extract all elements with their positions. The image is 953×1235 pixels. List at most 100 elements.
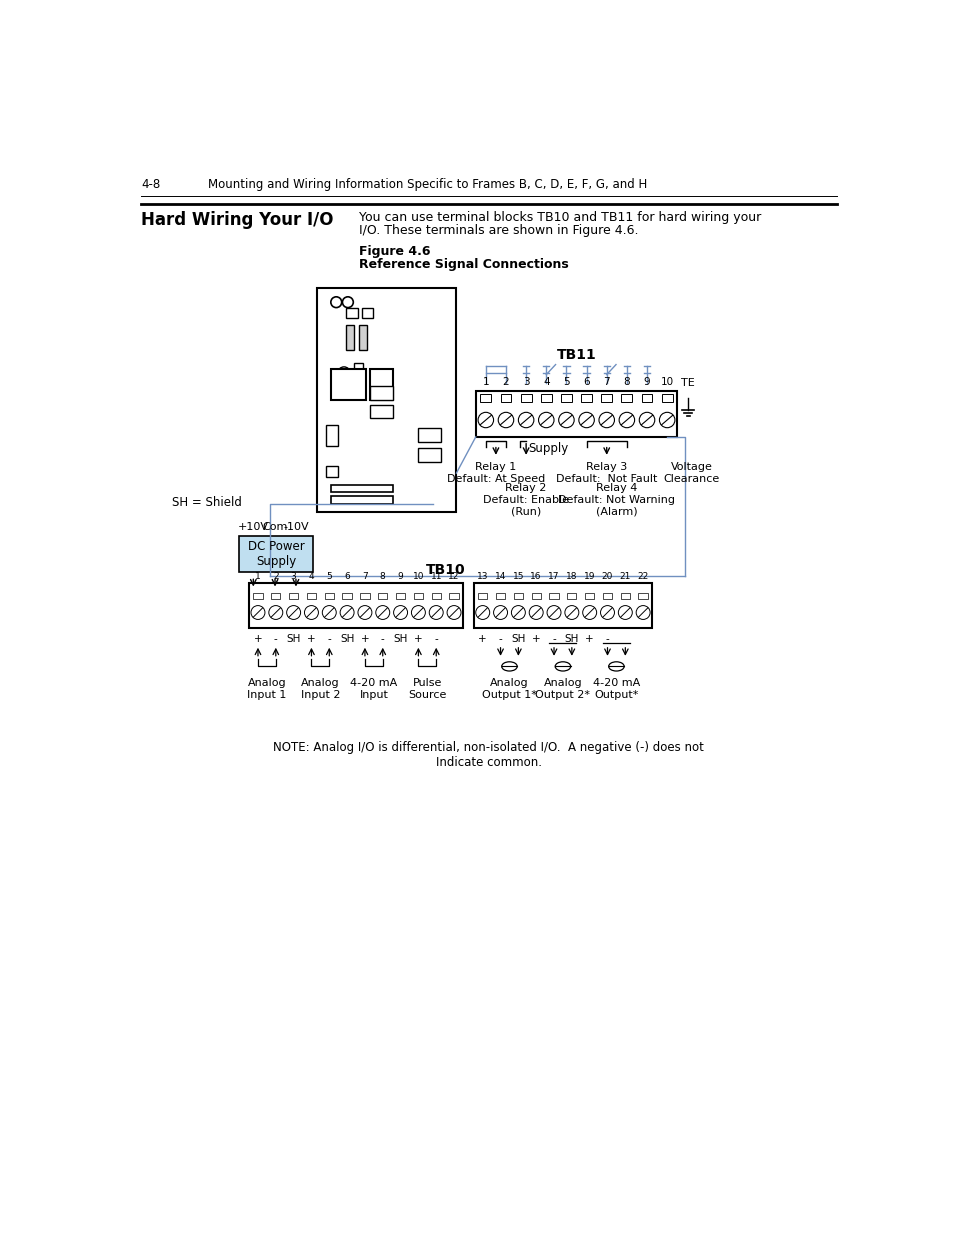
Text: +: + (253, 634, 262, 645)
Text: 10: 10 (659, 377, 673, 387)
Text: 20: 20 (601, 572, 613, 580)
Bar (580, 394, 592, 401)
Bar (395, 593, 405, 599)
Text: 9: 9 (643, 377, 650, 387)
Text: You can use terminal blocks TB10 and TB11 for hard wiring your: You can use terminal blocks TB10 and TB1… (359, 211, 760, 225)
Text: 19: 19 (583, 572, 595, 580)
Bar (500, 394, 511, 401)
Bar (369, 369, 393, 400)
Text: 11: 11 (430, 572, 441, 580)
Circle shape (497, 412, 513, 427)
Bar (496, 593, 505, 599)
Text: 15: 15 (512, 572, 523, 580)
Circle shape (286, 605, 300, 620)
Circle shape (618, 605, 632, 620)
Text: Analog
Output 1*: Analog Output 1* (481, 678, 537, 699)
Text: 1: 1 (482, 377, 489, 387)
Circle shape (618, 412, 634, 427)
Ellipse shape (501, 662, 517, 671)
Text: 4-20 mA
Input: 4-20 mA Input (350, 678, 397, 699)
Text: SH = Shield: SH = Shield (172, 496, 241, 509)
Text: Analog
Input 2: Analog Input 2 (300, 678, 340, 699)
Bar (342, 593, 352, 599)
Text: Reference Signal Connections: Reference Signal Connections (359, 258, 569, 272)
Text: 8: 8 (379, 572, 385, 580)
Bar (271, 593, 280, 599)
Circle shape (304, 605, 318, 620)
Text: +: + (360, 634, 369, 645)
Text: +: + (477, 634, 487, 645)
Text: 4-8: 4-8 (141, 178, 160, 190)
Circle shape (537, 412, 554, 427)
Circle shape (493, 605, 507, 620)
Ellipse shape (555, 662, 570, 671)
Text: Voltage
Clearance: Voltage Clearance (663, 462, 720, 484)
Text: -10V: -10V (283, 521, 309, 531)
Text: 21: 21 (619, 572, 630, 580)
Bar (239, 536, 313, 573)
Bar (476, 390, 677, 437)
Circle shape (331, 296, 341, 308)
Text: TE: TE (680, 378, 694, 389)
Bar (331, 484, 393, 493)
Text: -: - (327, 634, 331, 645)
Circle shape (476, 605, 489, 620)
Text: 12: 12 (448, 572, 459, 580)
Bar (431, 593, 440, 599)
Bar (253, 593, 262, 599)
Text: Figure 4.6: Figure 4.6 (359, 246, 431, 258)
Bar (417, 429, 440, 442)
Bar (513, 593, 522, 599)
Circle shape (322, 605, 335, 620)
Bar (414, 593, 422, 599)
Circle shape (340, 605, 354, 620)
Text: 2: 2 (273, 572, 278, 580)
Circle shape (599, 605, 614, 620)
Text: 8: 8 (623, 377, 630, 387)
Circle shape (517, 412, 534, 427)
Bar (369, 387, 393, 400)
Bar (638, 593, 647, 599)
Text: -: - (274, 634, 277, 645)
Text: +: + (585, 634, 594, 645)
Text: -: - (498, 634, 502, 645)
Circle shape (342, 296, 353, 308)
Circle shape (529, 605, 542, 620)
Text: 2: 2 (502, 377, 509, 387)
Text: +10V: +10V (237, 521, 269, 531)
Circle shape (357, 605, 372, 620)
Text: 5: 5 (326, 572, 332, 580)
Bar (326, 466, 337, 477)
Circle shape (598, 412, 614, 427)
Text: SH: SH (393, 634, 407, 645)
Circle shape (546, 605, 560, 620)
Bar (326, 425, 337, 446)
Bar (316, 288, 456, 511)
Text: -: - (434, 634, 437, 645)
Circle shape (558, 412, 574, 427)
Bar (346, 309, 357, 317)
Bar (331, 496, 393, 504)
Circle shape (636, 605, 649, 620)
Text: +: + (307, 634, 315, 645)
Circle shape (269, 605, 282, 620)
Text: Hard Wiring Your I/O: Hard Wiring Your I/O (141, 211, 334, 230)
Circle shape (564, 605, 578, 620)
Circle shape (394, 605, 407, 620)
Text: SH: SH (286, 634, 300, 645)
Bar (620, 593, 629, 599)
Text: 16: 16 (530, 572, 541, 580)
Text: Relay 3
Default:  Not Fault: Relay 3 Default: Not Fault (556, 462, 657, 484)
Text: 6: 6 (344, 572, 350, 580)
Circle shape (447, 605, 460, 620)
Bar (620, 394, 632, 401)
Text: Relay 4
Default: Not Warning
(Alarm): Relay 4 Default: Not Warning (Alarm) (558, 483, 675, 516)
Text: 14: 14 (495, 572, 506, 580)
Text: 6: 6 (582, 377, 589, 387)
Text: 7: 7 (603, 377, 609, 387)
Text: SH: SH (511, 634, 525, 645)
Bar (331, 369, 365, 400)
Circle shape (511, 605, 525, 620)
Bar (359, 325, 367, 350)
Text: 4: 4 (542, 377, 549, 387)
